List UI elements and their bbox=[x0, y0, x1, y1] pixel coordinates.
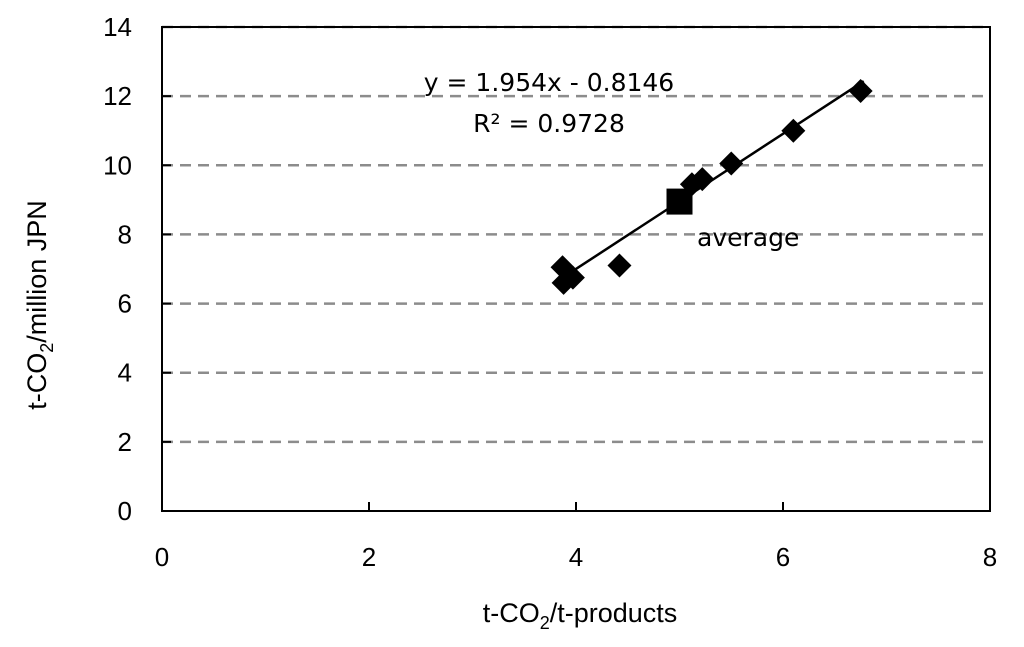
trendline-equation: y = 1.954x - 0.8146 bbox=[424, 68, 674, 97]
y-tick-label-4: 8 bbox=[118, 219, 132, 249]
y-tick-label-6: 12 bbox=[103, 81, 132, 111]
y-tick-label-5: 10 bbox=[103, 150, 132, 180]
x-tick-label-0: 0 bbox=[155, 542, 169, 572]
average-label: average bbox=[697, 223, 799, 252]
data-point-3 bbox=[607, 253, 632, 278]
x-tick-label-2: 4 bbox=[569, 542, 583, 572]
y-tick-label-1: 2 bbox=[118, 427, 132, 457]
data-point-5 bbox=[690, 167, 715, 192]
data-points bbox=[550, 78, 873, 295]
y-tick-label-7: 14 bbox=[103, 12, 132, 42]
x-tick-label-4: 8 bbox=[983, 542, 997, 572]
x-tick-label-3: 6 bbox=[776, 542, 790, 572]
data-point-7 bbox=[781, 118, 806, 143]
average-point bbox=[666, 188, 693, 215]
r-squared-label: R² = 0.9728 bbox=[473, 109, 625, 138]
y-tick-label-0: 0 bbox=[118, 496, 132, 526]
x-axis-title: t-CO2/t-products bbox=[483, 598, 678, 633]
data-point-8 bbox=[848, 78, 873, 103]
data-point-2 bbox=[560, 265, 585, 290]
y-axis-ticks: 0 2 4 6 8 10 12 14 bbox=[103, 12, 171, 526]
y-tick-label-3: 6 bbox=[118, 289, 132, 319]
x-tick-label-1: 2 bbox=[362, 542, 376, 572]
y-axis-title: t-CO2/million JPN bbox=[22, 200, 57, 410]
y-tick-label-2: 4 bbox=[118, 358, 132, 388]
x-axis-ticks: 0 2 4 6 8 bbox=[155, 502, 997, 572]
data-point-6 bbox=[719, 151, 744, 176]
